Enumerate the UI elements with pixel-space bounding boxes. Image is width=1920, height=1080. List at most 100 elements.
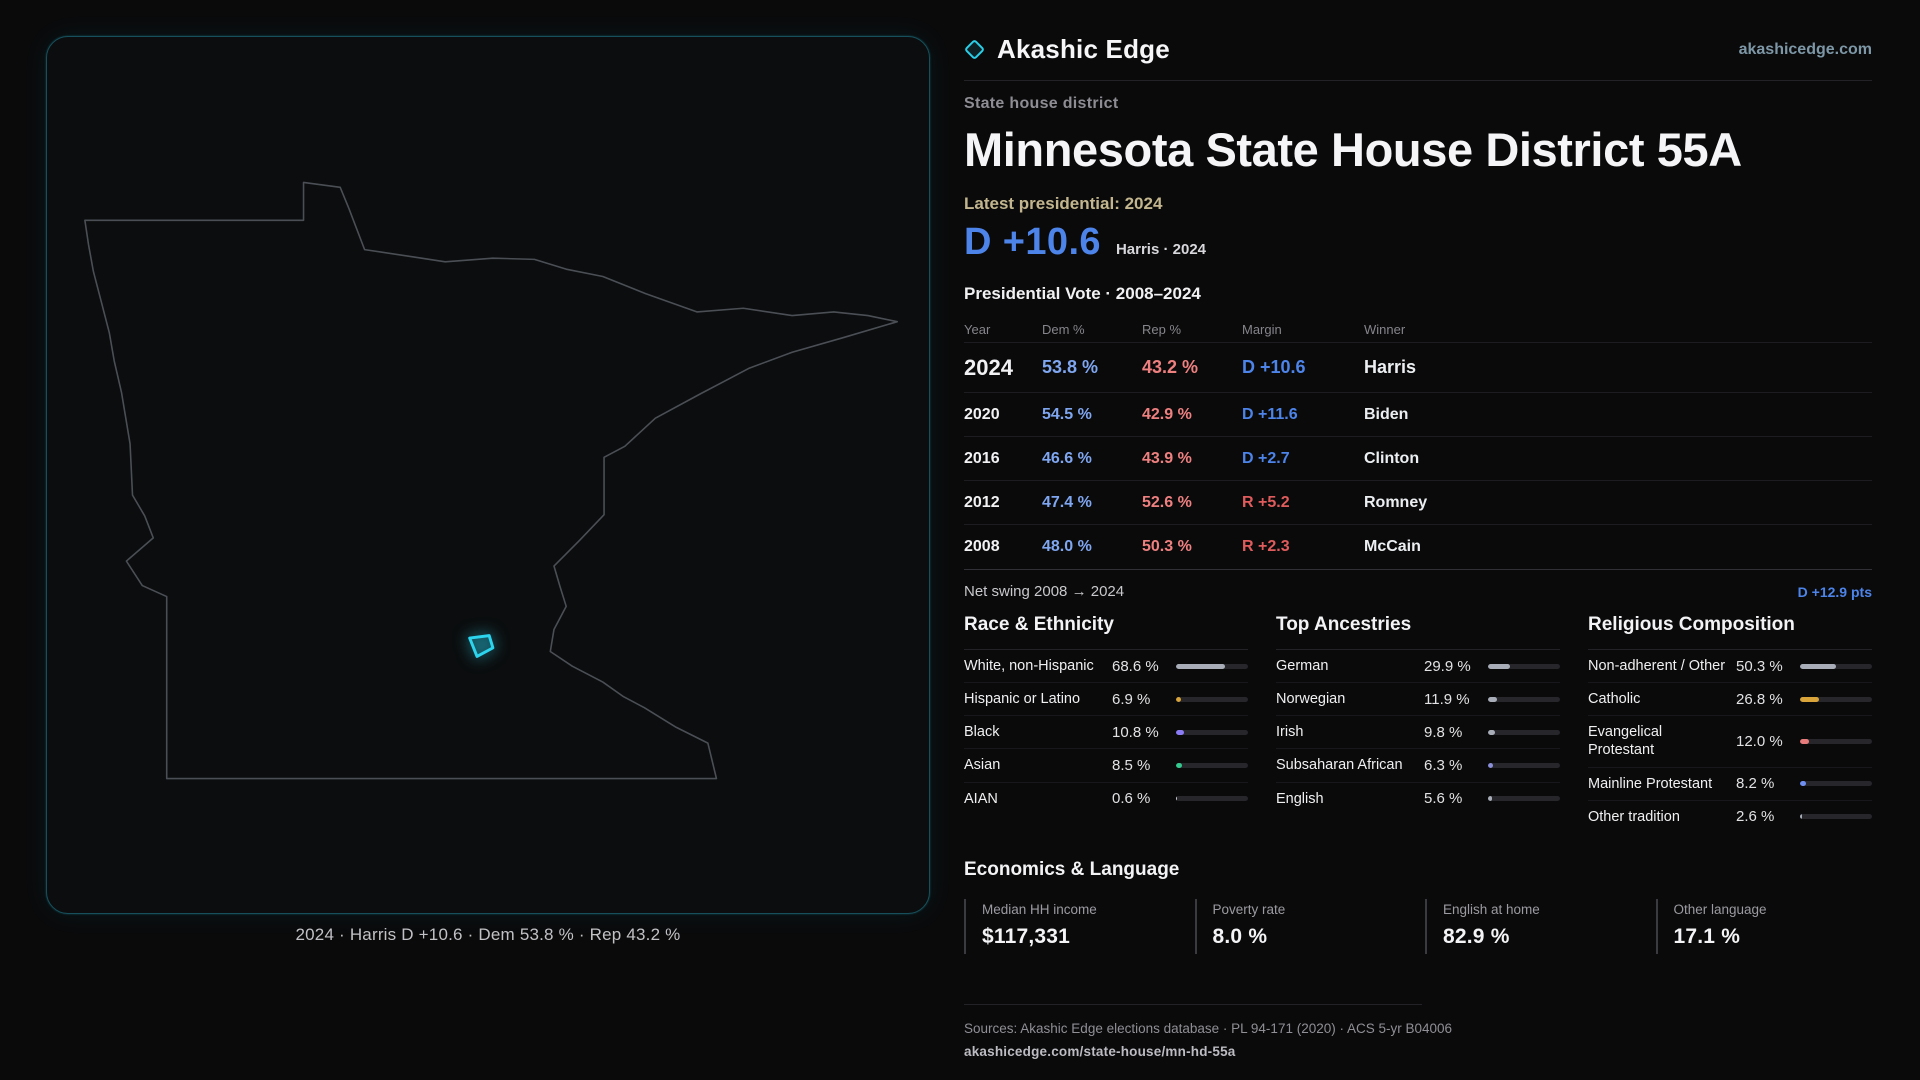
table-row: 2020 54.5 % 42.9 % D +11.6 Biden xyxy=(964,392,1872,436)
demo-value: 12.0 % xyxy=(1736,732,1783,750)
detail-pane: Akashic Edge akashicedge.com State house… xyxy=(963,0,1873,1061)
demo-label: AIAN xyxy=(964,790,998,807)
demo-label: Evangelical Protestant xyxy=(1588,724,1663,759)
demo-value: 9.8 % xyxy=(1424,723,1463,741)
stat-label: Median HH income xyxy=(982,901,1097,917)
col-year: Year xyxy=(964,321,991,337)
rep-cell: 43.2 % xyxy=(1142,357,1199,377)
col-rep: Rep % xyxy=(1142,321,1182,337)
religion-column: Religious Composition Non-adherent / Oth… xyxy=(1588,614,1872,833)
col-margin: Margin xyxy=(1242,321,1282,337)
demo-bar xyxy=(1800,738,1872,744)
demo-label: English xyxy=(1276,790,1324,807)
demo-bar xyxy=(1800,814,1872,820)
demo-label: German xyxy=(1276,658,1329,674)
winner-cell: Biden xyxy=(1364,405,1409,423)
stat-label: Other language xyxy=(1673,901,1767,917)
year-cell: 2024 xyxy=(964,354,1013,380)
table-row: 2024 53.8 % 43.2 % D +10.6 Harris xyxy=(964,342,1872,392)
demo-bar xyxy=(1176,762,1248,768)
demo-row: Irish 9.8 % xyxy=(1276,716,1560,750)
latest-margin-row: D +10.6 Harris · 2024 xyxy=(964,221,1872,264)
demo-value: 29.9 % xyxy=(1424,657,1471,675)
demo-value: 0.6 % xyxy=(1112,790,1151,808)
demo-row: Hispanic or Latino 6.9 % xyxy=(964,683,1248,717)
demo-bar xyxy=(1488,796,1560,802)
demo-bar xyxy=(1176,796,1248,802)
stat-label: English at home xyxy=(1443,901,1540,917)
demo-value: 10.8 % xyxy=(1112,723,1159,741)
dem-cell: 48.0 % xyxy=(1042,537,1092,555)
margin-cell: D +10.6 xyxy=(1242,357,1306,377)
table-row: 2016 46.6 % 43.9 % D +2.7 Clinton xyxy=(964,436,1872,480)
margin-cell: D +2.7 xyxy=(1242,449,1290,467)
demo-value: 6.9 % xyxy=(1112,690,1151,708)
stat-median-income: Median HH income $117,331 xyxy=(964,898,1181,954)
demo-row: Mainline Protestant 8.2 % xyxy=(1588,768,1872,801)
table-row: 2012 47.4 % 52.6 % R +5.2 Romney xyxy=(964,480,1872,524)
demo-label: Asian xyxy=(964,757,1001,774)
latest-margin-value: D +10.6 xyxy=(964,221,1101,263)
demo-bar xyxy=(1488,663,1560,669)
col-dem: Dem % xyxy=(1042,321,1085,337)
demo-row: Black 10.8 % xyxy=(964,716,1248,750)
col-winner: Winner xyxy=(1364,321,1406,337)
table-row: 2008 48.0 % 50.3 % R +2.3 McCain xyxy=(964,524,1872,568)
net-swing-value: D +12.9 pts xyxy=(1797,583,1872,600)
winner-cell: Romney xyxy=(1364,493,1428,511)
demo-label: Non-adherent / Other xyxy=(1588,658,1726,674)
rep-cell: 52.6 % xyxy=(1142,493,1192,511)
demo-bar xyxy=(1800,696,1872,702)
minnesota-map xyxy=(84,181,899,780)
demo-bar xyxy=(1176,696,1248,702)
demo-row: Subsaharan African 6.3 % xyxy=(1276,749,1560,783)
demo-value: 50.3 % xyxy=(1736,657,1783,675)
latest-margin-detail: Harris · 2024 xyxy=(1115,241,1207,258)
demo-row: Catholic 26.8 % xyxy=(1588,683,1872,717)
brand-name: Akashic Edge xyxy=(997,34,1170,64)
stat-other-language: Other language 17.1 % xyxy=(1655,898,1873,954)
margin-cell: R +5.2 xyxy=(1242,493,1290,511)
year-cell: 2012 xyxy=(964,493,1000,511)
map-caption: 2024 · Harris D +10.6 · Dem 53.8 % · Rep… xyxy=(295,925,681,944)
latest-presidential-label: Latest presidential: 2024 xyxy=(964,194,1163,213)
demo-bar xyxy=(1800,663,1872,669)
year-cell: 2008 xyxy=(964,537,1000,555)
rep-cell: 42.9 % xyxy=(1142,405,1192,423)
demo-row: Other tradition 2.6 % xyxy=(1588,801,1872,833)
demo-bar xyxy=(1488,762,1560,768)
dem-cell: 53.8 % xyxy=(1042,357,1099,377)
stat-value: 17.1 % xyxy=(1673,924,1741,948)
demo-label: Subsaharan African xyxy=(1276,757,1403,774)
page-title: Minnesota State House District 55A xyxy=(964,123,1742,176)
demo-label: White, non-Hispanic xyxy=(964,658,1094,674)
district-map-panel xyxy=(46,36,930,914)
demo-value: 11.9 % xyxy=(1424,690,1470,708)
demo-label: Catholic xyxy=(1588,691,1641,708)
stat-label: Poverty rate xyxy=(1212,901,1286,917)
district-marker[interactable] xyxy=(468,634,495,658)
stat-value: 82.9 % xyxy=(1443,924,1510,948)
demo-bar xyxy=(1488,729,1560,735)
demo-value: 5.6 % xyxy=(1424,790,1463,808)
rep-cell: 50.3 % xyxy=(1142,537,1192,555)
demo-row: Norwegian 11.9 % xyxy=(1276,683,1560,717)
stat-english-at-home: English at home 82.9 % xyxy=(1425,898,1642,954)
dem-cell: 47.4 % xyxy=(1042,493,1092,511)
demo-label: Norwegian xyxy=(1276,691,1346,708)
permalink[interactable]: akashicedge.com/state-house/mn-hd-55a xyxy=(964,1043,1236,1059)
race-ethnicity-column: Race & Ethnicity White, non-Hispanic 68.… xyxy=(964,614,1248,833)
demo-value: 68.6 % xyxy=(1112,657,1159,675)
demo-row: Non-adherent / Other 50.3 % xyxy=(1588,650,1872,684)
demo-bar xyxy=(1488,696,1560,702)
winner-cell: McCain xyxy=(1364,537,1421,555)
district-type-kicker: State house district xyxy=(964,95,1119,112)
demographics-grid: Race & Ethnicity White, non-Hispanic 68.… xyxy=(964,614,1872,833)
stat-value: $117,331 xyxy=(982,924,1071,948)
demo-value: 8.5 % xyxy=(1112,756,1151,774)
brand-domain-link[interactable]: akashicedge.com xyxy=(1738,40,1872,58)
demo-row: Evangelical Protestant 12.0 % xyxy=(1588,716,1872,768)
section-title: Top Ancestries xyxy=(1276,614,1560,650)
demo-value: 26.8 % xyxy=(1736,690,1783,708)
vote-table-header: Year Dem % Rep % Margin Winner xyxy=(964,316,1872,342)
